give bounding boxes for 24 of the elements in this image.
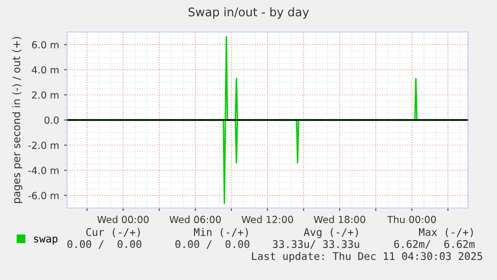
y-tick-label: 0.0 <box>44 116 59 124</box>
y-tick-label: 2.0 m <box>32 91 59 99</box>
y-tick-label: 4.0 m <box>32 66 59 74</box>
y-tick-label: -4.0 m <box>28 166 59 174</box>
text: Max (-/+) <box>418 228 473 238</box>
text: Avg (-/+) <box>304 228 358 238</box>
x-tick-label: Wed 06:00 <box>169 216 221 224</box>
text: 0.00 / 0.00 <box>175 240 250 249</box>
text: 0.00 / 0.00 <box>67 240 142 249</box>
text: Min (-/+) <box>194 228 248 238</box>
y-tick-label: -2.0 m <box>28 142 59 149</box>
text: 33.33u/ 33.33u <box>272 240 360 249</box>
text: 6.62m/ 6.62m <box>394 240 475 249</box>
text: Last update: Thu Dec 11 04:30:03 2025 <box>252 252 482 262</box>
y-tick-label: -6.0 m <box>28 192 59 200</box>
y-axis-title: pages per second in (-) / out (+) <box>12 36 22 203</box>
legend-label: swap <box>34 236 58 245</box>
x-tick-label: Wed 12:00 <box>242 216 294 224</box>
x-tick-label: Wed 18:00 <box>314 216 366 224</box>
y-tick-label: 6.0 m <box>32 41 59 48</box>
text: Cur (-/+) <box>86 228 140 238</box>
chart-title: Swap in/out - by day <box>188 7 309 19</box>
x-tick-label: Thu 00:00 <box>387 216 436 224</box>
x-tick-label: Wed 00:00 <box>97 216 149 224</box>
